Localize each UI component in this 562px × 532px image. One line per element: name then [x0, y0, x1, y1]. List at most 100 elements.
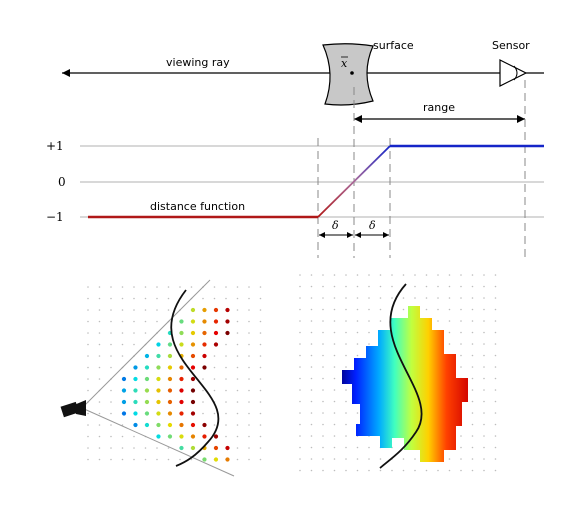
grid-dot	[460, 469, 462, 472]
sample-point	[190, 388, 196, 393]
grid-dot	[310, 285, 313, 288]
grid-dot	[356, 285, 359, 288]
grid-dot	[448, 285, 451, 288]
grid-dot	[368, 285, 370, 288]
sample-point	[133, 422, 138, 428]
grid-dot	[225, 355, 227, 357]
grid-dot	[368, 308, 370, 311]
grid-dot	[333, 412, 336, 414]
grid-dot	[460, 354, 462, 357]
grid-dot	[98, 401, 101, 403]
grid-dot	[236, 389, 239, 392]
sample-point	[202, 365, 207, 370]
grid-dot	[236, 435, 239, 438]
grid-dot	[144, 458, 147, 461]
grid-dot	[483, 285, 485, 288]
viewing-ray-label: viewing ray	[166, 56, 230, 69]
grid-dot	[110, 412, 112, 415]
sample-point	[156, 388, 161, 393]
grid-dot	[333, 331, 336, 334]
grid-dot	[483, 308, 485, 311]
sample-point	[179, 319, 184, 324]
grid-dot	[259, 355, 262, 357]
tsdf-sample-points	[121, 307, 230, 462]
grid-dot	[248, 389, 250, 392]
grid-dot	[310, 400, 313, 403]
sample-point	[190, 399, 196, 405]
grid-dot	[483, 446, 485, 449]
sample-point	[190, 422, 196, 428]
grid-dot	[310, 458, 313, 460]
grid-dot	[345, 446, 347, 449]
grid-dot	[225, 424, 227, 426]
sample-point	[144, 388, 150, 393]
grid-dot	[356, 297, 359, 299]
grid-dot	[494, 423, 497, 426]
sample-point	[133, 365, 138, 370]
grid-dot	[87, 447, 89, 449]
grid-dot	[98, 297, 101, 300]
frustum-upper-line	[81, 279, 211, 409]
grid-dot	[213, 355, 216, 357]
grid-dot	[356, 469, 359, 472]
sample-point	[144, 422, 150, 428]
grid-dot	[494, 354, 497, 357]
grid-dot	[483, 274, 485, 276]
grid-dot	[494, 366, 497, 368]
sample-point	[179, 422, 184, 428]
grid-dot	[156, 309, 158, 311]
grid-dot	[333, 297, 336, 299]
grid-dot	[483, 400, 485, 403]
grid-dot	[483, 366, 485, 368]
sample-point	[213, 330, 219, 336]
grid-dot	[121, 309, 124, 311]
grid-dot	[483, 343, 485, 345]
sample-point	[133, 399, 138, 405]
grid-dot	[121, 458, 124, 461]
grid-dot	[236, 355, 239, 357]
grid-dot	[310, 423, 313, 426]
grid-dot	[110, 435, 112, 438]
grid-dot	[437, 297, 439, 299]
grid-dot	[299, 343, 301, 345]
voxel-sample-panel	[60, 279, 262, 477]
grid-dot	[156, 447, 158, 449]
sample-point	[179, 330, 184, 336]
grid-dot	[121, 447, 124, 449]
sample-point	[202, 353, 207, 359]
grid-dot	[87, 378, 89, 380]
grid-dot	[460, 446, 462, 449]
grid-dot	[322, 320, 324, 322]
grid-dot	[448, 458, 451, 460]
sample-point	[225, 457, 230, 462]
grid-dot	[414, 274, 416, 276]
grid-dot	[471, 308, 474, 311]
grid-dot	[133, 458, 135, 461]
grid-dot	[437, 308, 439, 311]
sample-point	[156, 411, 161, 416]
grid-dot	[425, 274, 428, 276]
grid-dot	[144, 320, 147, 323]
grid-dot	[98, 309, 101, 311]
grid-dot	[345, 354, 347, 357]
grid-dot	[494, 389, 497, 391]
grid-dot	[333, 274, 336, 276]
grid-dot	[213, 366, 216, 369]
grid-dot	[322, 435, 324, 437]
grid-dot	[110, 320, 112, 323]
sample-point	[133, 411, 138, 416]
grid-dot	[248, 458, 250, 461]
grid-dot	[236, 309, 239, 311]
sample-point	[144, 353, 150, 359]
grid-dot	[494, 446, 497, 449]
sample-point	[156, 422, 161, 428]
grid-dot	[144, 297, 147, 300]
grid-dot	[483, 412, 485, 414]
grid-dot	[345, 331, 347, 334]
grid-dot	[248, 343, 250, 346]
grid-dot	[333, 354, 336, 357]
surface-curve-left	[170, 289, 220, 467]
grid-dot	[322, 458, 324, 460]
grid-dot	[299, 469, 301, 472]
